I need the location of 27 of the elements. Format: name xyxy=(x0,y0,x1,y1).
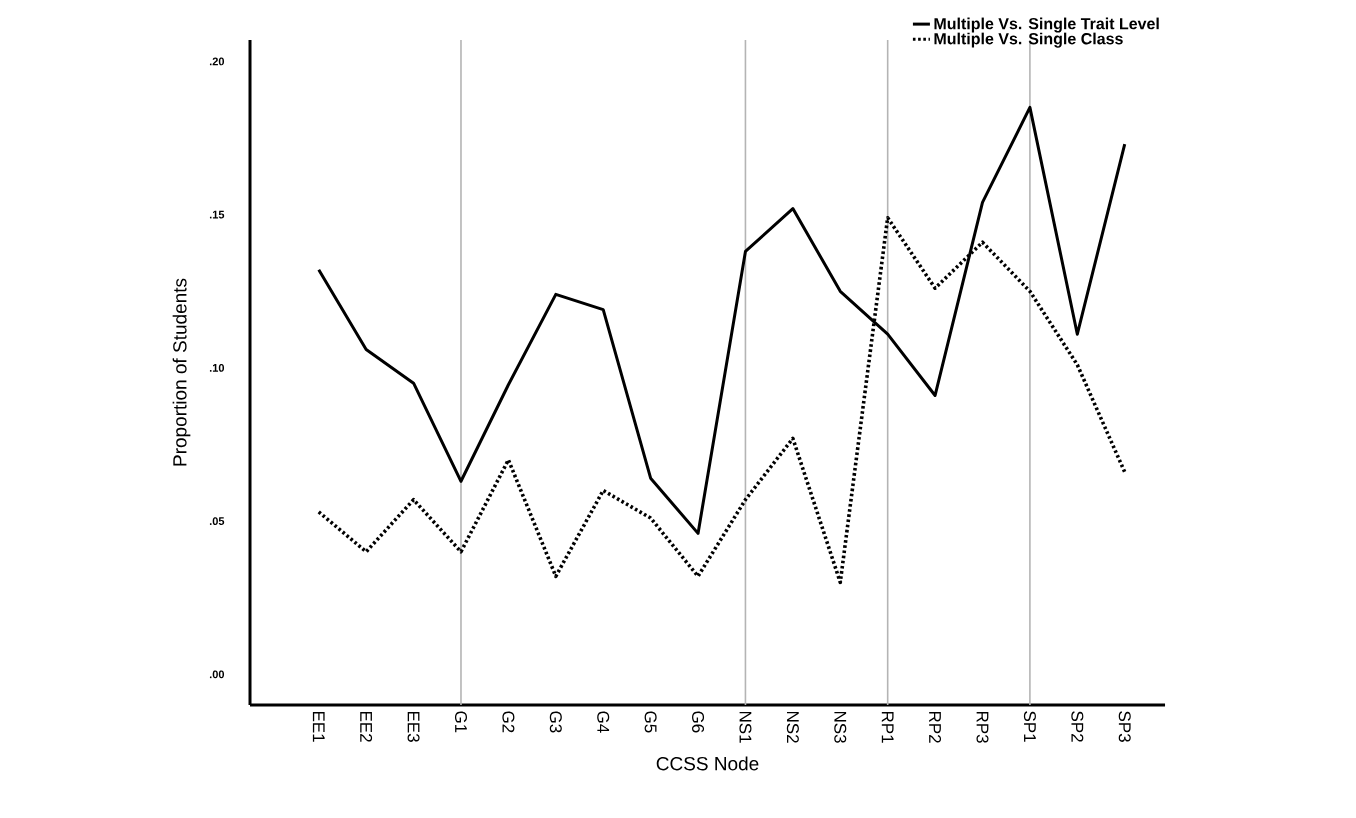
x-axis-title: CCSS Node xyxy=(656,756,759,771)
x-tick-label: SP3 xyxy=(1118,711,1131,742)
legend-label: Multiple Vs. Single Trait Level xyxy=(934,17,1159,33)
y-axis-title: Proportion of Students xyxy=(172,278,191,466)
x-tick-label: NS1 xyxy=(739,711,752,743)
x-tick-label: G1 xyxy=(454,711,468,733)
x-tick-label: G5 xyxy=(644,711,657,733)
x-tick-label: G4 xyxy=(597,711,610,733)
x-tick-label: EE1 xyxy=(312,711,325,742)
x-tick-label: G2 xyxy=(502,711,515,733)
x-tick-label: SP2 xyxy=(1071,711,1084,742)
y-tick-label: .00 xyxy=(209,670,225,679)
x-tick-label: SP1 xyxy=(1023,711,1036,742)
y-tick-label: .05 xyxy=(209,517,225,526)
y-tick-label: .15 xyxy=(209,210,225,219)
x-tick-label: NS3 xyxy=(834,711,847,743)
x-tick-label: RP3 xyxy=(976,711,989,743)
y-tick-label: .20 xyxy=(209,57,225,66)
x-tick-label: RP2 xyxy=(929,711,942,743)
x-tick-label: G6 xyxy=(692,711,705,733)
x-tick-label: G3 xyxy=(549,711,562,733)
legend-label: Multiple Vs. Single Class xyxy=(934,32,1123,48)
x-tick-label: RP1 xyxy=(881,711,894,743)
x-tick-label: EE3 xyxy=(407,711,420,742)
x-tick-label: NS2 xyxy=(786,711,799,743)
x-tick-label: EE2 xyxy=(360,711,373,742)
y-tick-label: .10 xyxy=(209,363,225,372)
